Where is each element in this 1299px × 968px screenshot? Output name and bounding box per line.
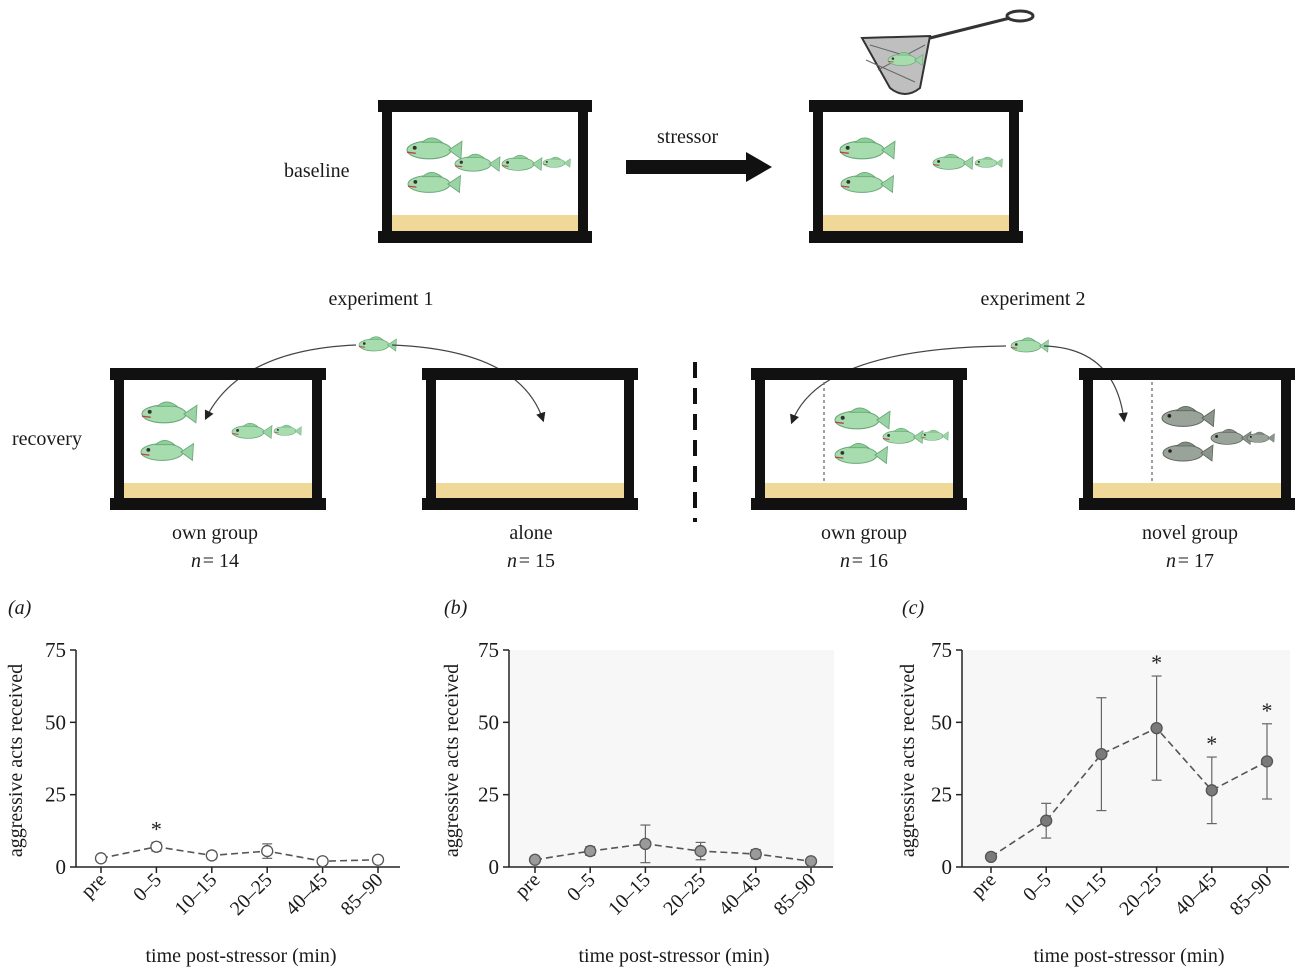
significance-marker: * [1151,650,1162,675]
stressor-label: stressor [657,126,719,148]
y-tick-label: 25 [478,783,499,807]
stressor-arrow [626,152,772,182]
arrow-exp2-own [790,345,1007,425]
significance-marker: * [151,816,162,841]
condition-n: n = 14 [191,550,239,572]
arrow-exp2-novel [1043,345,1128,423]
data-point [749,847,762,861]
chart-panel: (c) 0 25 50 75 pre 0–5 10–15 20–25 40–45 85–90 aggr… [897,597,1290,967]
x-axis-label: time post-stressor (min) [578,945,769,967]
y-axis-label: aggressive acts received [5,664,27,857]
y-tick-label: 75 [478,638,499,662]
data-point [984,850,998,864]
data-point [205,849,218,862]
x-tick-label: 20–25 [1115,869,1166,920]
series-line [990,727,1268,858]
baseline-label: baseline [284,160,350,182]
data-point [1260,755,1274,768]
data-point [694,844,707,858]
x-tick-label: 10–15 [604,869,655,920]
x-tick-label: pre [511,869,545,903]
condition-name: own group [820,522,908,544]
x-tick-label: pre [77,869,111,903]
series-line [534,843,812,863]
significance-marker: * [1262,698,1273,723]
data-point [1150,721,1163,735]
data-point [584,844,597,858]
y-axis-label: aggressive acts received [441,664,463,857]
chart-background [963,650,1290,867]
tank-exp2-own-group [751,368,967,510]
y-tick-label: 0 [489,855,500,879]
x-tick-label: 10–15 [170,869,221,920]
tank-exp2-novel-group [1079,368,1295,510]
arrow-exp1-own [204,344,357,421]
tank-exp1-own-group [110,368,326,510]
data-point [639,837,652,851]
x-tick-label: 40–45 [281,869,332,920]
chart-panel: (b) 0 25 50 75 pre 0–5 10–15 20–25 40–45 85–90 aggr… [441,597,834,967]
data-point [1205,784,1218,797]
y-tick-label: 0 [942,855,953,879]
x-tick-label: 40–45 [714,869,765,920]
data-point [261,844,274,858]
y-tick-label: 50 [45,710,66,734]
x-axis-label: time post-stressor (min) [145,945,336,967]
panel-letter: (a) [8,597,32,619]
x-tick-label: 85–90 [1226,869,1277,920]
condition-n: n = 15 [507,550,555,572]
panel-letter: (b) [444,597,468,619]
x-tick-label: 0–5 [563,869,600,906]
x-tick-label: 85–90 [337,869,388,920]
y-tick-label: 75 [931,638,952,662]
x-tick-label: 0–5 [129,869,166,906]
y-tick-label: 25 [45,783,66,807]
y-tick-label: 25 [931,783,952,807]
data-point [316,855,329,868]
x-axis-label: time post-stressor (min) [1033,945,1224,967]
condition-n: n = 16 [840,550,888,572]
recovery-label: recovery [12,428,82,450]
condition-name: own group [171,522,259,544]
net-icon [860,9,1035,95]
data-point [150,840,163,853]
x-tick-label: pre [967,869,1001,903]
condition-name: alone [509,522,553,544]
experiment1-label: experiment 1 [328,288,434,310]
data-point [528,853,542,866]
tank-exp1-alone [422,368,638,510]
condition-n: n = 17 [1166,550,1214,572]
y-tick-label: 0 [56,855,67,879]
x-tick-label: 10–15 [1060,869,1111,920]
arrow-exp1-alone [391,344,546,423]
series-line [100,845,379,863]
y-tick-label: 75 [45,638,66,662]
x-tick-label: 85–90 [770,869,821,920]
stressor-tank [809,100,1023,243]
x-tick-label: 20–25 [659,869,710,920]
data-point [1095,748,1108,761]
experiment2-label: experiment 2 [980,288,1086,310]
x-tick-label: 20–25 [226,869,277,920]
chart-panel: (a) 0 25 50 75 pre 0–5 10–15 20–25 40–45 85–90 aggr… [5,597,400,967]
data-point [371,853,385,866]
panel-letter: (c) [902,597,925,619]
data-point [804,855,818,868]
condition-name: novel group [1141,522,1239,544]
x-tick-label: 0–5 [1019,869,1056,906]
y-axis-label: aggressive acts received [897,664,919,857]
baseline-tank [378,100,592,243]
data-point [94,852,108,865]
chart-background [510,650,834,867]
y-tick-label: 50 [478,710,499,734]
y-tick-label: 50 [931,710,952,734]
significance-marker: * [1206,731,1217,756]
x-tick-label: 40–45 [1170,869,1221,920]
data-point [1040,814,1053,827]
